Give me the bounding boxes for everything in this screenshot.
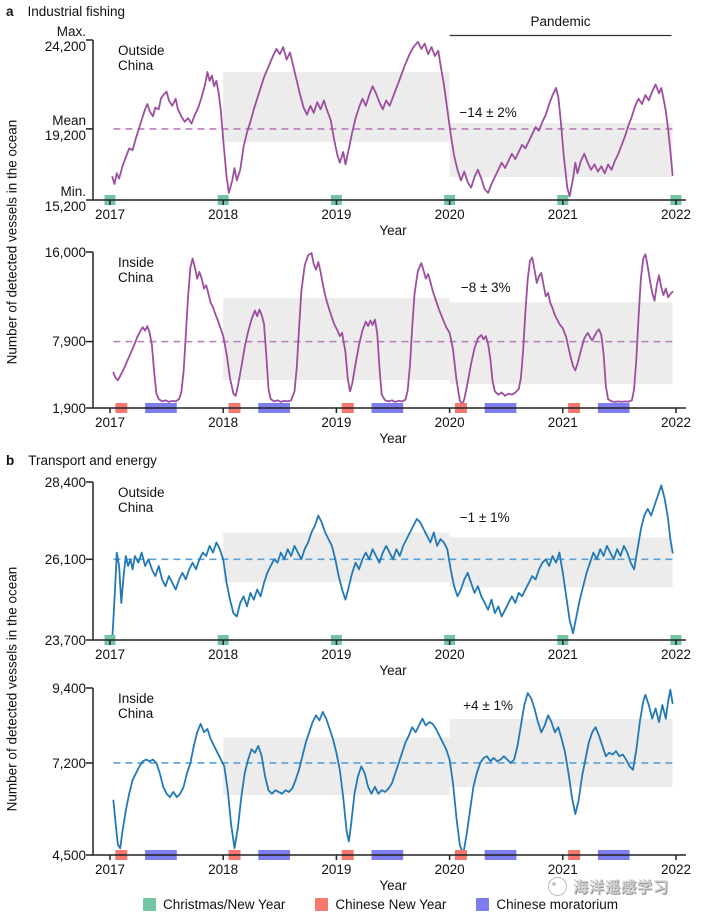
subplot-0-series-line bbox=[111, 40, 674, 198]
subplot-0-shaded-box-0 bbox=[223, 72, 450, 143]
subplot-2-series-line bbox=[111, 484, 674, 640]
subplot-2-shaded-box-0 bbox=[223, 532, 450, 583]
subplot-3-shaded-box-0 bbox=[223, 737, 450, 796]
subplot-1-series-line bbox=[112, 252, 674, 406]
subplot-1-shaded-box-0 bbox=[223, 298, 450, 381]
subplot-3-series-line bbox=[112, 688, 674, 856]
